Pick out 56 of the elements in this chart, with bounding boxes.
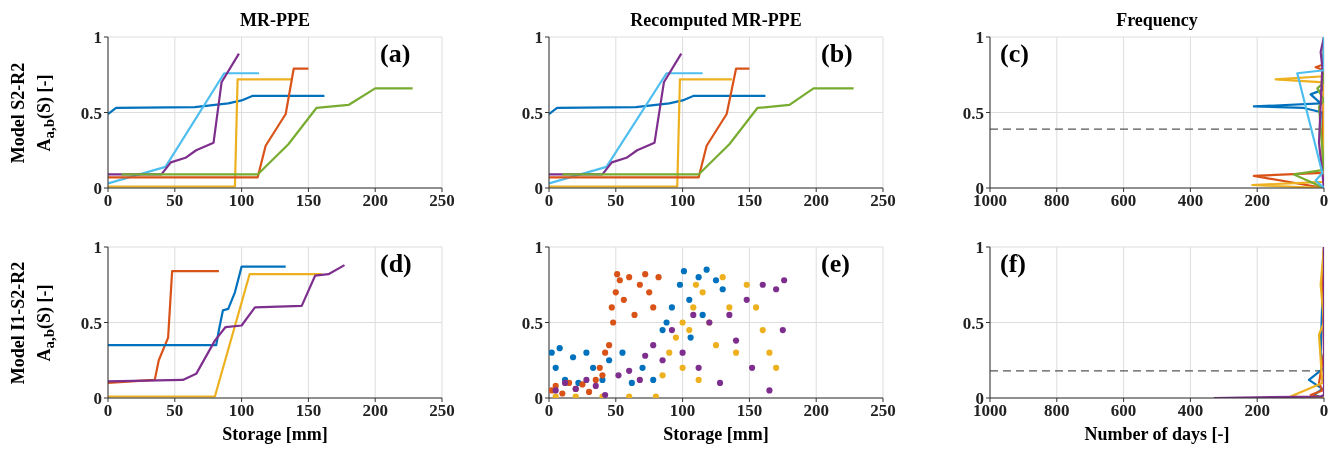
y-tick-label: 1 bbox=[975, 28, 984, 48]
annotation: (c) bbox=[1000, 39, 1029, 69]
x-axis-title: Storage [mm] bbox=[221, 424, 329, 445]
chart-title: MR-PPE bbox=[239, 10, 311, 31]
x-tick-label: 200 bbox=[1244, 401, 1270, 421]
x-tick-label: 0 bbox=[1319, 191, 1329, 211]
y-tick-label: 0.5 bbox=[521, 103, 543, 123]
x-tick-label: 200 bbox=[362, 191, 388, 211]
annotation: (d) bbox=[380, 249, 412, 279]
x-tick-label: 400 bbox=[1177, 191, 1204, 211]
annotation: (a) bbox=[380, 39, 411, 69]
x-tick-label: 100 bbox=[669, 191, 696, 211]
y-tick-label: 1 bbox=[93, 238, 102, 258]
annotation: (e) bbox=[821, 249, 850, 279]
x-tick-label: 250 bbox=[870, 191, 896, 211]
x-tick-label: 250 bbox=[429, 401, 455, 421]
x-tick-label: 100 bbox=[228, 191, 255, 211]
x-tick-label: 600 bbox=[1110, 401, 1137, 421]
x-tick-label: 400 bbox=[1177, 401, 1204, 421]
y-tick-label: 1 bbox=[534, 238, 543, 258]
x-tick-label: 800 bbox=[1044, 401, 1070, 421]
y-tick-label: 0.5 bbox=[962, 313, 984, 333]
annotation: (b) bbox=[821, 39, 853, 69]
x-tick-label: 250 bbox=[429, 191, 455, 211]
x-tick-label: 50 bbox=[607, 191, 625, 211]
x-tick-label: 100 bbox=[669, 401, 696, 421]
x-axis-title: Storage [mm] bbox=[662, 424, 770, 445]
x-tick-label: 150 bbox=[295, 191, 322, 211]
x-tick-label: 100 bbox=[228, 401, 255, 421]
x-tick-label: 200 bbox=[1244, 191, 1270, 211]
x-tick-label: 200 bbox=[362, 401, 388, 421]
x-tick-label: 250 bbox=[870, 401, 896, 421]
y-tick-label: 1 bbox=[975, 238, 984, 258]
x-tick-label: 200 bbox=[803, 191, 829, 211]
y-tick-label: 0.5 bbox=[80, 103, 102, 123]
y-tick-label: 0.5 bbox=[521, 313, 543, 333]
chart-title: Recomputed MR-PPE bbox=[629, 10, 803, 31]
x-tick-label: 150 bbox=[736, 191, 763, 211]
annotation: (f) bbox=[1000, 249, 1026, 279]
x-tick-label: 800 bbox=[1044, 191, 1070, 211]
x-tick-label: 150 bbox=[295, 401, 322, 421]
y-tick-label: 1 bbox=[534, 28, 543, 48]
y-tick-label: 1 bbox=[93, 28, 102, 48]
x-tick-label: 50 bbox=[607, 401, 625, 421]
text: Model I1-S2-R2 bbox=[7, 261, 29, 384]
text: Model S2-R2 bbox=[7, 62, 29, 163]
x-axis-title: Number of days [-] bbox=[1083, 424, 1231, 445]
y-tick-label: 0.5 bbox=[80, 313, 102, 333]
x-tick-label: 50 bbox=[166, 191, 184, 211]
x-tick-label: 600 bbox=[1110, 191, 1137, 211]
y-tick-label: 0.5 bbox=[962, 103, 984, 123]
x-tick-label: 50 bbox=[166, 401, 184, 421]
x-tick-label: 150 bbox=[736, 401, 763, 421]
x-tick-label: 0 bbox=[1319, 401, 1329, 421]
chart-title: Frequency bbox=[1115, 10, 1199, 31]
x-tick-label: 200 bbox=[803, 401, 829, 421]
